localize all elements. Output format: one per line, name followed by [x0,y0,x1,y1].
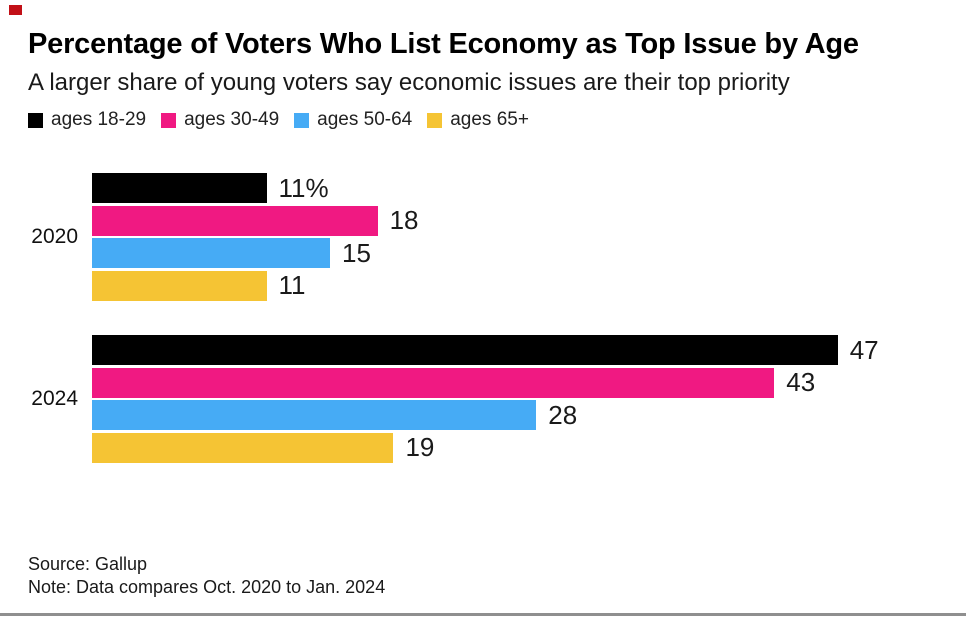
value-label: 28 [548,399,578,430]
legend-swatch-icon [294,112,310,128]
bar-2024-ages-30-49 [92,367,775,398]
legend-label: ages 30-49 [184,109,280,130]
legend-item-ages-18-29: ages 18-29 [28,109,146,131]
value-label: 15 [341,237,371,268]
legend-label: ages 18-29 [51,109,147,130]
legend-label: ages 65+ [450,109,529,130]
value-label: 11 [278,270,306,300]
data-note: Note: Data compares Oct. 2020 to Jan. 20… [28,576,386,597]
value-label: 47 [849,334,879,365]
chart-title: Percentage of Voters Who List Economy as… [28,28,859,60]
value-label: 18 [389,205,419,235]
legend-swatch-icon [161,112,177,128]
legend-item-ages-30-49: ages 30-49 [161,109,279,131]
bar-2024-ages-65+ [92,432,394,463]
legend-item-ages-65+: ages 65+ [427,109,529,131]
group-label-2024: 2024 [31,386,78,410]
bar-2024-ages-18-29 [92,335,838,365]
bar-2024-ages-50-64 [92,400,537,430]
legend-swatch-icon [28,112,43,128]
legend-label: ages 50-64 [317,109,413,130]
legend: ages 18-29 ages 30-49 ages 50-64 ages 65+ [28,109,529,131]
legend-item-ages-50-64: ages 50-64 [294,109,412,131]
bottom-rule [0,613,966,616]
value-label: 11% [278,172,329,203]
recording-dot-marker [9,5,22,15]
value-label: 19 [405,432,435,462]
footer: Source: Gallup Note: Data compares Oct. … [28,553,385,598]
bar-2020-ages-50-64 [92,238,330,268]
source-note: Source: Gallup [28,554,148,574]
legend-swatch-icon [427,112,443,128]
value-label: 43 [786,367,816,397]
bar-2020-ages-65+ [92,270,267,301]
chart-subtitle: A larger share of young voters say econo… [28,69,790,96]
bar-2020-ages-30-49 [92,205,378,236]
bar-2020-ages-18-29 [92,173,267,203]
group-label-2020: 2020 [31,224,78,248]
